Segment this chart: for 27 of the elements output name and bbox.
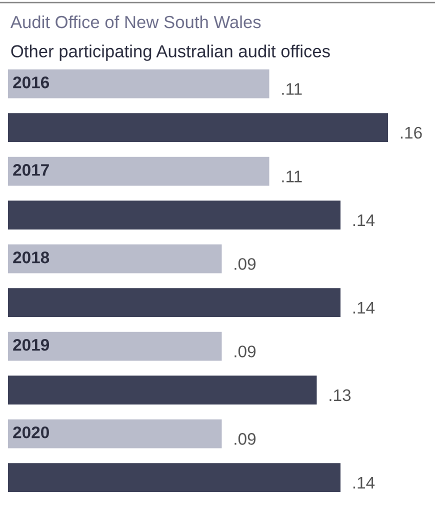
bar <box>8 244 222 274</box>
y-tick-label: 2017 <box>13 164 49 176</box>
bar <box>8 332 222 361</box>
bar <box>8 200 340 230</box>
bar <box>8 69 270 98</box>
bar <box>8 113 388 142</box>
data-label: .09 <box>234 258 256 270</box>
data-label: .14 <box>353 476 375 488</box>
data-label: .16 <box>400 126 422 139</box>
data-label: .14 <box>353 214 375 226</box>
y-tick-label: 2016 <box>13 76 50 88</box>
bar <box>8 288 340 318</box>
bar <box>8 419 222 448</box>
text: Other participating Australian audit offices <box>11 44 330 61</box>
bar <box>8 463 340 492</box>
data-label: .13 <box>330 389 351 402</box>
y-tick-label: 2019 <box>13 339 50 351</box>
bar <box>8 156 270 186</box>
data-label: .14 <box>353 302 375 314</box>
data-label: .11 <box>282 170 302 182</box>
y-tick-label: 2018 <box>13 252 50 264</box>
text: Audit Office of New South Wales <box>10 15 261 28</box>
data-label: .11 <box>282 83 302 95</box>
bar <box>8 376 317 405</box>
data-label: .09 <box>234 433 256 445</box>
y-tick-label: 2020 <box>13 426 49 438</box>
data-label: .09 <box>234 346 256 358</box>
